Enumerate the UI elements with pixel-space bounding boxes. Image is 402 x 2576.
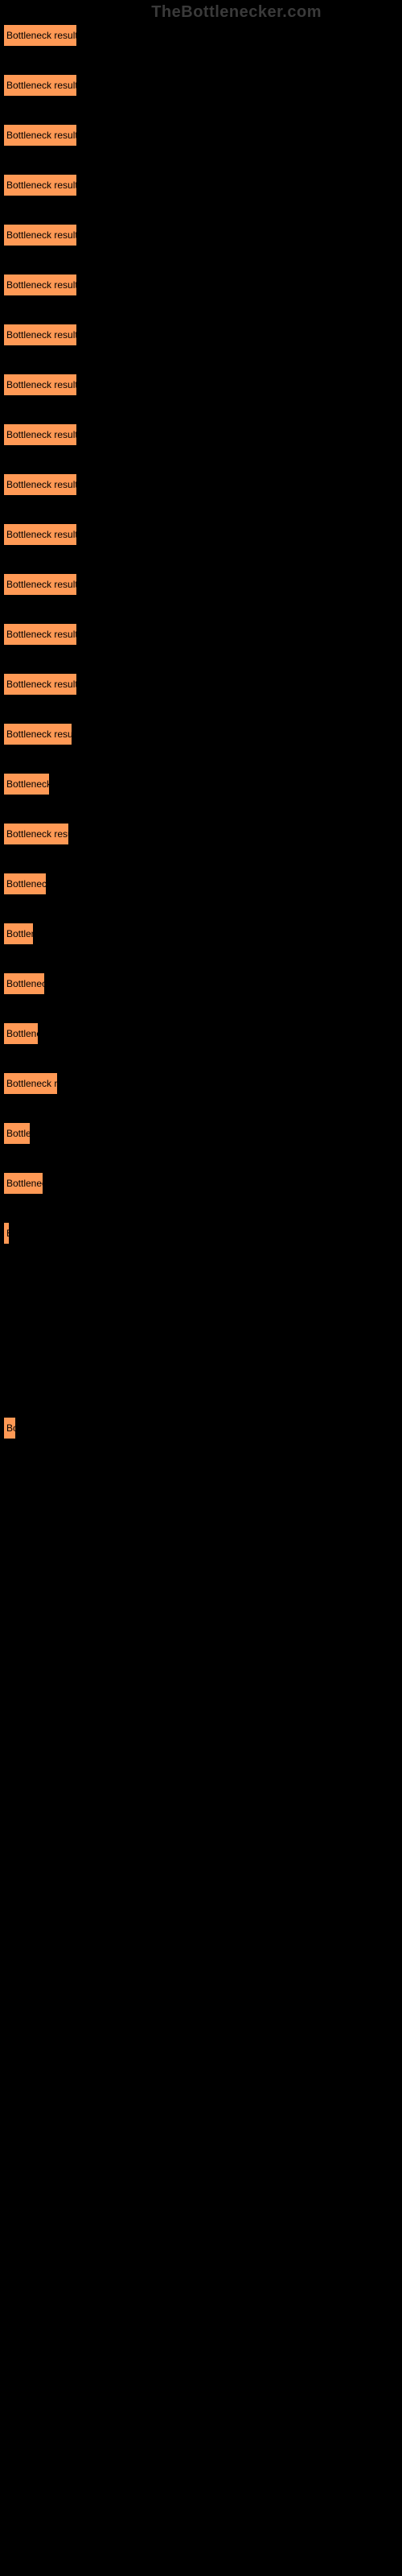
chart-spacer [3, 1272, 402, 1417]
bar-row: Bottleneck result [3, 873, 402, 895]
bar-label: Bottleneck result [6, 80, 77, 91]
bar: Bottleneck result [3, 623, 77, 646]
bar-label: Bottleneck result [6, 379, 77, 390]
bar: Bottleneck result [3, 673, 77, 696]
bar-label: Bottleneck result [6, 978, 45, 989]
bar-chart: Bottleneck result Bottleneck result Bottle… [0, 0, 402, 1439]
bar-label: Bottleneck result [6, 279, 77, 291]
bar-row: Bottleneck result [3, 24, 402, 47]
bar-row: Bottleneck result [3, 673, 402, 696]
bar-row: Bottleneck result [3, 1072, 402, 1095]
bar-label: Bottleneck result [6, 1028, 39, 1039]
bar-row: Bottleneck result [3, 923, 402, 945]
bar: Bottleneck result [3, 274, 77, 296]
bar: Bottleneck result [3, 1222, 10, 1245]
bar-label: Bottleneck result [6, 229, 77, 241]
bar-label: Bottleneck result [6, 629, 77, 640]
bar: Bottleneck result [3, 423, 77, 446]
bar: Bottleneck result [3, 1122, 31, 1145]
bar: Bottleneck result [3, 773, 50, 795]
bar-row: Bottleneck result [3, 972, 402, 995]
bar-row: Bottleneck result [3, 74, 402, 97]
bar-label: Bottleneck result [6, 579, 77, 590]
bar-row: Bottleneck result [3, 523, 402, 546]
bar-row: Bottleneck result [3, 224, 402, 246]
bar-label: Bottleneck result [6, 778, 50, 790]
bar-row: Bottleneck result [3, 1122, 402, 1145]
bar: Bottleneck result [3, 1172, 43, 1195]
bar-row: Bottleneck result [3, 174, 402, 196]
bar-label: Bottleneck result [6, 679, 77, 690]
bar: Bottleneck result [3, 224, 77, 246]
bar-label: Bottleneck result [6, 828, 69, 840]
bar-label: Bottleneck result [6, 429, 77, 440]
bar-label: Bottleneck result [6, 30, 77, 41]
bar-label: Bottleneck result [6, 729, 72, 740]
bar: Bottleneck result [3, 324, 77, 346]
bar: Bottleneck result [3, 523, 77, 546]
bar: Bottleneck result [3, 873, 47, 895]
bar: Bottleneck result [3, 1072, 58, 1095]
bar-label: Bottleneck result [6, 1228, 10, 1239]
bar-label: Bottleneck result [6, 1128, 31, 1139]
bar-row: Bottleneck result [3, 1172, 402, 1195]
watermark-text: TheBottlenecker.com [151, 3, 322, 22]
bar-label: Bottleneck result [6, 479, 77, 490]
bar-row: Bottleneck result [3, 274, 402, 296]
bar: Bottleneck result [3, 823, 69, 845]
bar-row: Bottleneck result [3, 1222, 402, 1245]
bar: Bottleneck result [3, 124, 77, 147]
bar: Bottleneck result [3, 1417, 16, 1439]
bar-label: Bottleneck result [6, 1078, 58, 1089]
bar-row: Bottleneck result [3, 823, 402, 845]
bar: Bottleneck result [3, 1022, 39, 1045]
bar: Bottleneck result [3, 473, 77, 496]
bar: Bottleneck result [3, 74, 77, 97]
bar-label: Bottleneck result [6, 329, 77, 341]
bar-label: Bottleneck result [6, 130, 77, 141]
bar-row: Bottleneck result [3, 623, 402, 646]
bar-label: Bottleneck result [6, 1178, 43, 1189]
bar-row: Bottleneck result [3, 1022, 402, 1045]
bar-label: Bottleneck result [6, 180, 77, 191]
bar: Bottleneck result [3, 174, 77, 196]
bar-row: Bottleneck result [3, 324, 402, 346]
bar-row: Bottleneck result [3, 124, 402, 147]
bar: Bottleneck result [3, 24, 77, 47]
bar-label: Bottleneck result [6, 878, 47, 890]
bar: Bottleneck result [3, 573, 77, 596]
bar-row: Bottleneck result [3, 473, 402, 496]
bar-row: Bottleneck result [3, 773, 402, 795]
bar-row: Bottleneck result [3, 573, 402, 596]
bar: Bottleneck result [3, 972, 45, 995]
bar-label: Bottleneck result [6, 529, 77, 540]
bar: Bottleneck result [3, 923, 34, 945]
bar-row: Bottleneck result [3, 423, 402, 446]
bar-label: Bottleneck result [6, 928, 34, 939]
bar-row: Bottleneck result [3, 1417, 402, 1439]
bar-row: Bottleneck result [3, 723, 402, 745]
bar-row: Bottleneck result [3, 374, 402, 396]
bar: Bottleneck result [3, 723, 72, 745]
bar-label: Bottleneck result [6, 1422, 16, 1434]
bar: Bottleneck result [3, 374, 77, 396]
